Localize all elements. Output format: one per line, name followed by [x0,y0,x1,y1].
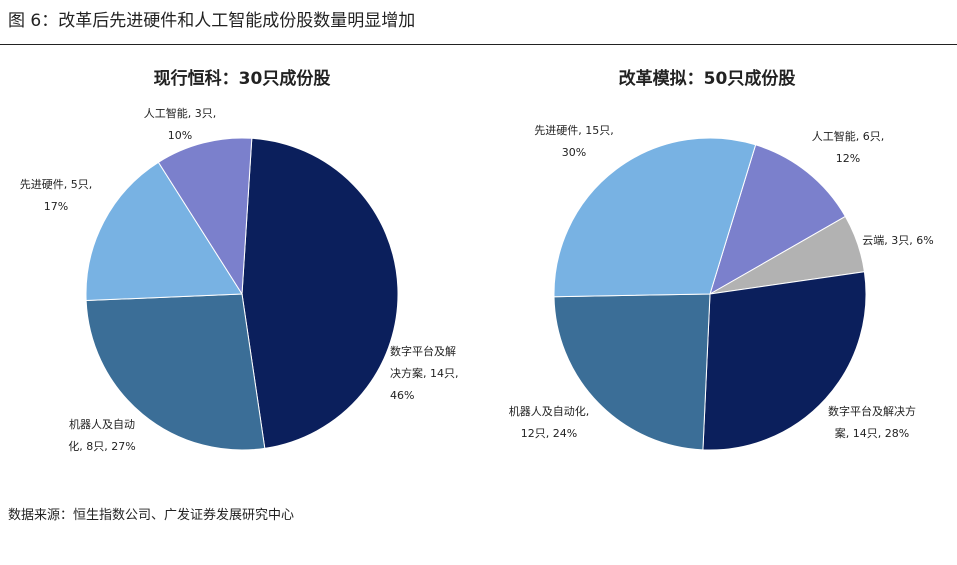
pie-slice-1-3 [553,293,711,451]
slice-label-0-3-line-0: 人工智能, 3只, [144,106,217,120]
slice-label-1-2-line-1: 案, 14只, 28% [835,426,909,440]
slice-label-0-0-line-1: 决方案, 14只, [390,366,459,380]
slice-label-1-0-line-1: 12% [836,152,860,165]
pie-slice-0-1 [85,293,266,451]
slice-label-1-3-line-0: 机器人及自动化, [509,404,590,418]
slice-label-0-0-line-0: 数字平台及解 [390,344,456,358]
slice-label-0-1-line-1: 化, 8只, 27% [68,439,135,453]
slice-label-1-3-line-1: 12只, 24% [521,427,577,440]
slice-label-1-1-line-0: 云端, 3只, 6% [862,234,933,247]
slice-label-1-2-line-0: 数字平台及解决方 [828,404,916,418]
slice-label-0-2-line-1: 17% [44,200,68,213]
pie-slice-0-2 [85,161,243,302]
pie-slice-1-4 [553,137,757,298]
data-source: 数据来源：恒生指数公司、广发证券发展研究中心 [8,508,295,523]
left-chart-title: 现行恒科：30只成份股 [153,69,331,89]
slice-label-1-4-line-0: 先进硬件, 15只, [534,124,614,137]
pie-slice-1-0 [709,144,847,296]
title-rule [0,44,957,45]
slice-label-0-3-line-1: 10% [168,129,192,142]
slice-label-0-0-line-2: 46% [390,389,414,402]
pie-slice-0-3 [157,137,253,296]
right-chart-title: 改革模拟：50只成份股 [618,69,796,89]
pie-slice-1-2 [702,271,867,451]
slice-label-1-0-line-0: 人工智能, 6只, [812,129,885,143]
slice-label-0-1-line-0: 机器人及自动 [69,417,135,431]
pie-slice-0-0 [241,137,399,449]
slice-label-0-2-line-0: 先进硬件, 5只, [20,178,93,191]
slice-label-1-4-line-1: 30% [562,146,586,159]
figure-title: 图 6：改革后先进硬件和人工智能成份股数量明显增加 [8,11,416,31]
